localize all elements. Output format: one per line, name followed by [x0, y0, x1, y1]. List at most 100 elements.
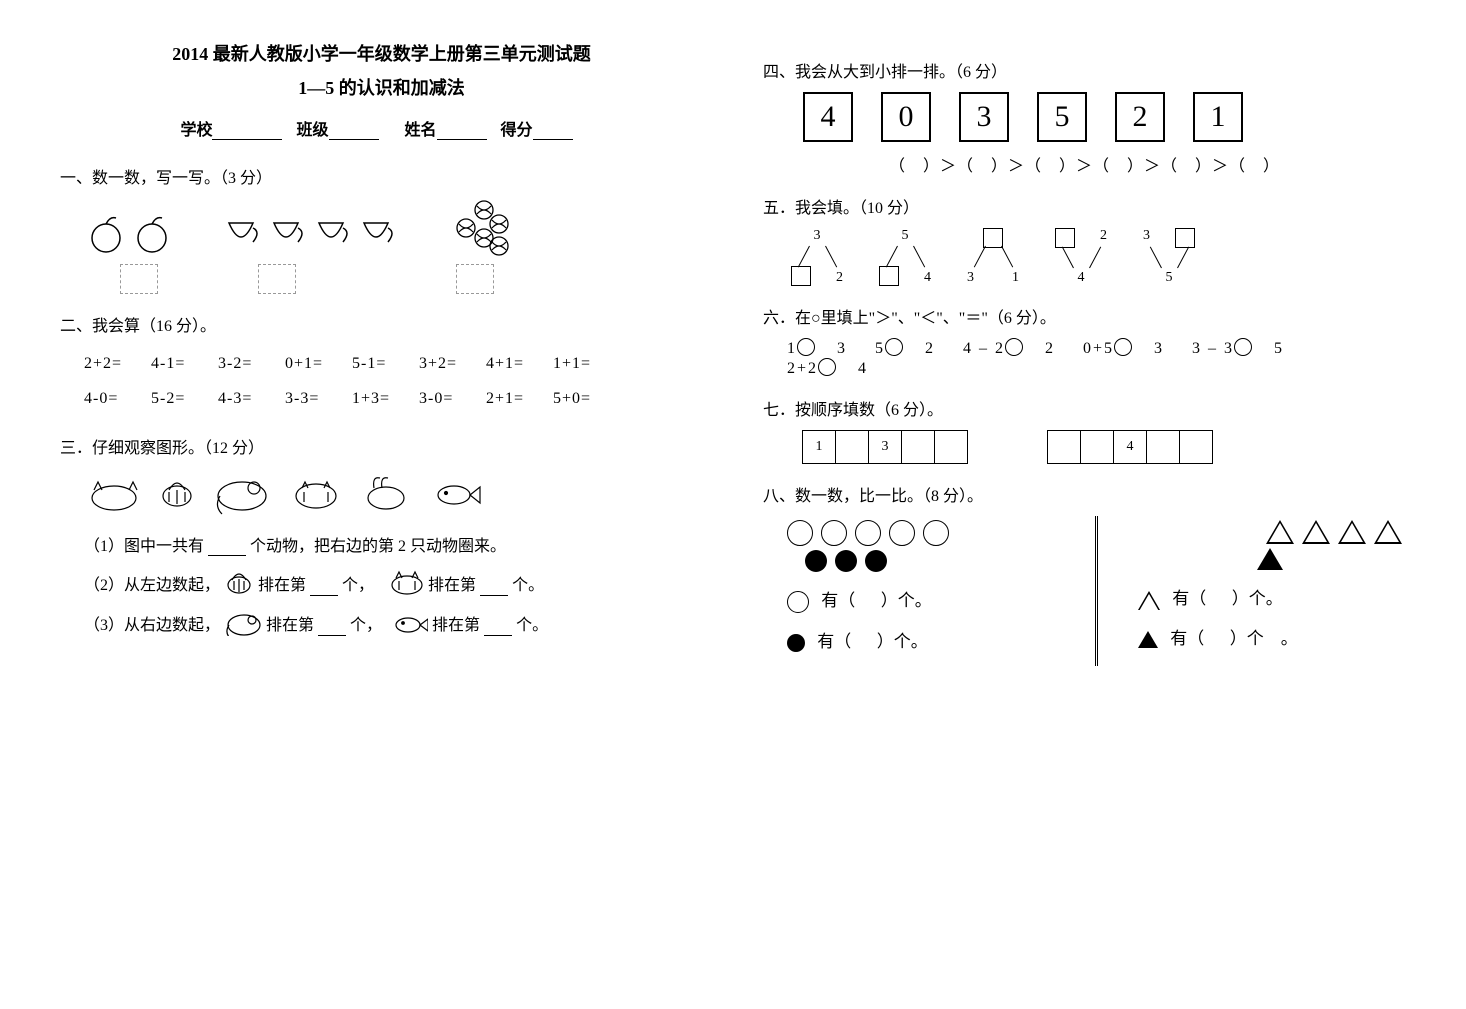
tree-top: 5	[902, 228, 909, 244]
seq-cell[interactable]	[1080, 430, 1114, 464]
text: ）个。	[881, 591, 932, 610]
seq-row: 1 3 4	[803, 430, 1406, 464]
text: 排在第	[432, 617, 480, 634]
trees-row: 3 2 5 4 3 1 2 4 3 5	[787, 228, 1406, 286]
cups-group	[224, 208, 404, 258]
triangle-open-icon	[1266, 520, 1294, 544]
blank[interactable]	[480, 579, 508, 596]
section8-head: 八、数一数，比一比。（8 分）。	[763, 482, 1406, 506]
tree-leaf: 3	[1143, 228, 1150, 244]
answer-box[interactable]	[120, 264, 158, 294]
tree-top[interactable]	[983, 228, 1003, 248]
blank[interactable]	[208, 539, 246, 556]
label-score: 得分	[501, 122, 533, 139]
compare-item[interactable]: 52	[875, 340, 935, 357]
blank-score[interactable]	[533, 123, 573, 140]
sequence: 4	[1048, 430, 1213, 464]
calc-item: 3-2=	[218, 346, 280, 381]
label-name: 姓名	[405, 122, 437, 139]
balls-group	[444, 198, 514, 258]
circle-filled-icon	[865, 550, 887, 572]
doc-subtitle: 1—5 的认识和加减法	[60, 74, 703, 100]
text: 个，	[342, 577, 374, 594]
open-tris-row	[1138, 520, 1406, 544]
compare-item[interactable]: 0+53	[1083, 340, 1164, 357]
text: 有（	[1172, 589, 1206, 608]
tree-leaf[interactable]	[791, 266, 811, 286]
label-school: 学校	[180, 122, 212, 139]
blank-school[interactable]	[212, 123, 282, 140]
calc-item: 1+1=	[553, 346, 615, 381]
answer-box[interactable]	[258, 264, 296, 294]
triangle-open-icon	[1302, 520, 1330, 544]
circle-open-icon	[821, 520, 847, 546]
filled-tris-row	[1138, 548, 1406, 570]
calc-item: 0+1=	[285, 346, 347, 381]
open-circles-row	[787, 520, 1055, 546]
blank[interactable]	[484, 619, 512, 636]
tree-leaf: 3	[967, 270, 974, 286]
calc-item: 2+2=	[84, 346, 146, 381]
tree-leaf: 4	[924, 270, 931, 286]
seq-cell[interactable]	[1179, 430, 1213, 464]
compare-item[interactable]: 2+24	[787, 360, 868, 377]
tree-leaf[interactable]	[1055, 228, 1075, 248]
q8-right-panel: 有（ ）个。 有（ ）个 。	[1138, 516, 1406, 666]
tree-leaf[interactable]	[1175, 228, 1195, 248]
order-box: 2	[1115, 92, 1165, 142]
text: ）个 。	[1230, 629, 1298, 648]
order-compare[interactable]: （ ）＞（ ）＞（ ）＞（ ）＞（ ）＞（ ）	[763, 152, 1406, 176]
seq-cell[interactable]	[901, 430, 935, 464]
seq-cell[interactable]	[1047, 430, 1081, 464]
text: 有（	[817, 632, 851, 651]
text: ）个。	[1232, 589, 1283, 608]
order-box: 4	[803, 92, 853, 142]
count-line: 有（ ）个。	[787, 627, 1055, 652]
compare-item[interactable]: 3 – 35	[1192, 340, 1284, 357]
seq-cell[interactable]	[835, 430, 869, 464]
count-line: 有（ ）个。	[787, 586, 1055, 613]
compare-item[interactable]: 13	[787, 340, 847, 357]
number-tree: 2 4	[1051, 228, 1111, 286]
circle-filled-icon	[787, 634, 805, 652]
text: 个动物，把右边的第 2 只动物圈来。	[250, 538, 506, 555]
section1-answer-boxes	[120, 264, 703, 294]
order-box: 1	[1193, 92, 1243, 142]
text: 有（	[821, 591, 855, 610]
circle-filled-icon	[835, 550, 857, 572]
calc-item: 3-0=	[419, 381, 481, 416]
text: 排在第	[258, 577, 306, 594]
doc-title: 2014 最新人教版小学一年级数学上册第三单元测试题	[60, 40, 703, 66]
q3-1: （1）图中一共有 个动物，把右边的第 2 只动物圈来。	[84, 532, 703, 556]
sequence: 1 3	[803, 430, 968, 464]
calc-item: 5-1=	[352, 346, 414, 381]
seq-cell[interactable]	[934, 430, 968, 464]
tree-leaf: 2	[836, 270, 843, 286]
calc-item: 5-2=	[151, 381, 213, 416]
circle-open-icon	[787, 591, 809, 613]
number-tree: 5 4	[875, 228, 935, 286]
bee-icon	[224, 570, 254, 596]
calc-item: 4-0=	[84, 381, 146, 416]
compare-row: 13 52 4 – 22 0+53 3 – 35 2+24	[787, 338, 1406, 378]
text: 排在第	[428, 577, 476, 594]
calc-item: 4-1=	[151, 346, 213, 381]
order-box: 3	[959, 92, 1009, 142]
compare-item[interactable]: 4 – 22	[963, 340, 1055, 357]
left-column: 2014 最新人教版小学一年级数学上册第三单元测试题 1—5 的认识和加减法 学…	[60, 40, 703, 666]
circle-filled-icon	[805, 550, 827, 572]
blank[interactable]	[318, 619, 346, 636]
text: （2）从左边数起，	[84, 577, 220, 594]
number-tree: 3 2	[787, 228, 847, 286]
section3-head: 三．仔细观察图形。（12 分）	[60, 434, 703, 458]
blank-class[interactable]	[329, 123, 379, 140]
blank-name[interactable]	[437, 123, 487, 140]
circle-open-icon	[787, 520, 813, 546]
seq-cell: 4	[1113, 430, 1147, 464]
seq-cell[interactable]	[1146, 430, 1180, 464]
blank[interactable]	[310, 579, 338, 596]
tree-leaf[interactable]	[879, 266, 899, 286]
tree-leaf: 2	[1100, 228, 1107, 244]
answer-box[interactable]	[456, 264, 494, 294]
divider	[1095, 516, 1098, 666]
